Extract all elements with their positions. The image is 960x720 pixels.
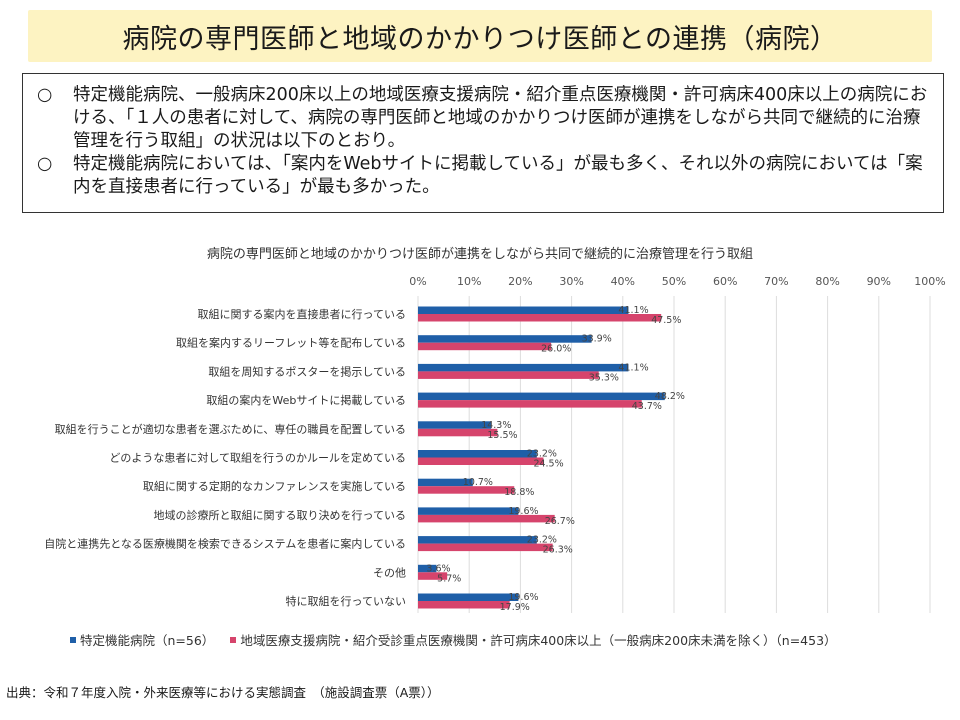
data-label-series-2: 18.8% bbox=[504, 487, 534, 498]
legend-swatch-series-1 bbox=[70, 636, 76, 643]
x-tick-label: 50% bbox=[662, 275, 686, 288]
bar-series-1 bbox=[418, 478, 473, 487]
x-tick-label: 40% bbox=[611, 275, 635, 288]
x-tick-label: 90% bbox=[867, 275, 891, 288]
data-label-series-2: 26.3% bbox=[543, 545, 573, 556]
legend-item-series-1: 特定機能病院（n=56） bbox=[70, 630, 214, 649]
x-tick-label: 30% bbox=[559, 275, 583, 288]
bar-series-1 bbox=[418, 306, 629, 314]
x-tick-label: 60% bbox=[713, 275, 737, 288]
data-label-series-1: 19.6% bbox=[508, 592, 538, 603]
source-note: 出典：令和７年度入院・外来医療等における実態調査 （施設調査票（A票）） bbox=[6, 685, 440, 700]
bar-series-1 bbox=[418, 335, 592, 343]
category-label: 取組を行うことが適切な患者を選ぶために、専任の職員を配置している bbox=[55, 422, 406, 436]
data-label-series-2: 26.0% bbox=[541, 344, 571, 355]
category-label: 取組の案内をWebサイトに掲載している bbox=[206, 393, 406, 407]
data-label-series-1: 41.1% bbox=[618, 362, 648, 373]
x-tick-label: 20% bbox=[508, 275, 532, 288]
title-banner: 病院の専門医師と地域のかかりつけ医師との連携（病院） bbox=[28, 10, 932, 62]
category-label: 取組を周知するポスターを掲示している bbox=[208, 364, 406, 378]
category-label: 取組に関する案内を直接患者に行っている bbox=[198, 307, 406, 321]
category-label: どのような患者に対して取組を行うのかルールを定めている bbox=[109, 451, 406, 465]
legend-swatch-series-2 bbox=[230, 636, 237, 643]
summary-bullet-2: ○ 特定機能病院においては、「案内をWebサイトに掲載している」が最も多く、それ… bbox=[37, 153, 929, 199]
data-label-series-1: 3.6% bbox=[426, 563, 450, 574]
data-label-series-2: 47.5% bbox=[651, 315, 681, 326]
data-label-series-2: 43.7% bbox=[632, 401, 662, 412]
x-tick-label: 70% bbox=[764, 275, 788, 288]
bar-series-2 bbox=[418, 514, 555, 523]
bar-series-2 bbox=[418, 428, 498, 437]
x-tick-label: 10% bbox=[457, 275, 481, 288]
chart-title: 病院の専門医師と地域のかかりつけ医師が連携をしながら共同で継続的に治療管理を行う… bbox=[206, 247, 754, 262]
page-title: 病院の専門医師と地域のかかりつけ医師との連携（病院） bbox=[122, 23, 838, 55]
bar-series-1 bbox=[418, 564, 437, 573]
bar-series-1 bbox=[418, 507, 519, 515]
bar-series-1 bbox=[418, 450, 537, 458]
bar-series-1 bbox=[418, 536, 537, 544]
legend-label-series-2: 地域医療支援病院・紹介受診重点医療機関・許可病床400床以上（一般病床200床未… bbox=[240, 633, 837, 648]
data-label-series-1: 41.1% bbox=[618, 305, 648, 316]
chart-legend: 特定機能病院（n=56） 地域医療支援病院・紹介受診重点医療機関・許可病床400… bbox=[70, 630, 837, 649]
category-label: 地域の診療所と取組に関する取り決めを行っている bbox=[154, 508, 406, 522]
bar-chart: 0% 10% 20% 30% 40% 50% 60% 70% 80% 90% 100% 取組に関する案… bbox=[44, 275, 946, 613]
bar-series-2 bbox=[418, 400, 642, 408]
x-tick-label: 100% bbox=[914, 275, 945, 288]
summary-bullet-1: ○ 特定機能病院、一般病床200床以上の地域医療支援病院・紹介重点医療機関・許可… bbox=[37, 84, 929, 153]
category-label: 自院と連携先となる医療機関を検索できるシステムを患者に案内している bbox=[44, 537, 406, 551]
bar-series-2 bbox=[418, 486, 515, 494]
bullet-mark: ○ bbox=[37, 154, 53, 174]
data-label-series-2: 5.7% bbox=[437, 573, 461, 584]
bar-series-1 bbox=[418, 421, 492, 429]
data-label-series-1: 48.2% bbox=[655, 391, 685, 402]
legend-label-series-1: 特定機能病院（n=56） bbox=[80, 633, 215, 648]
data-label-series-1: 33.9% bbox=[582, 334, 612, 345]
data-label-series-2: 26.7% bbox=[545, 516, 575, 527]
data-label-series-2: 24.5% bbox=[533, 459, 563, 470]
bar-series-2 bbox=[418, 601, 510, 609]
legend-item-series-2: 地域医療支援病院・紹介受診重点医療機関・許可病床400床以上（一般病床200床未… bbox=[230, 630, 837, 649]
category-label: 取組を案内するリーフレット等を配布している bbox=[176, 336, 406, 350]
data-label-series-1: 19.6% bbox=[508, 506, 538, 517]
bar-series-1 bbox=[418, 363, 629, 372]
data-label-series-2: 15.5% bbox=[487, 430, 517, 441]
data-label-series-1: 23.2% bbox=[527, 535, 557, 546]
summary-text: 特定機能病院においては、「案内をWebサイトに掲載している」が最も多く、それ以外… bbox=[73, 154, 923, 197]
category-label: 取組に関する定期的なカンファレンスを実施している bbox=[143, 479, 406, 493]
bar-series-1 bbox=[418, 593, 519, 601]
bar-series-2 bbox=[418, 314, 662, 322]
data-label-series-1: 23.2% bbox=[527, 449, 557, 460]
data-label-series-2: 17.9% bbox=[500, 602, 530, 613]
data-label-series-2: 35.3% bbox=[589, 372, 619, 383]
bullet-mark: ○ bbox=[37, 85, 53, 105]
bar-series-2 bbox=[418, 543, 553, 552]
x-tick-label: 0% bbox=[409, 275, 426, 288]
category-label: その他 bbox=[373, 566, 406, 579]
bar-series-2 bbox=[418, 342, 552, 351]
category-label: 特に取組を行っていない bbox=[286, 594, 406, 608]
bar-series-2 bbox=[418, 457, 544, 465]
bar-series-2 bbox=[418, 371, 599, 379]
bar-series-1 bbox=[418, 392, 665, 401]
x-tick-label: 80% bbox=[815, 275, 839, 288]
data-label-series-1: 14.3% bbox=[481, 420, 511, 431]
summary-text: 特定機能病院、一般病床200床以上の地域医療支援病院・紹介重点医療機関・許可病床… bbox=[73, 85, 928, 151]
summary-box: ○ 特定機能病院、一般病床200床以上の地域医療支援病院・紹介重点医療機関・許可… bbox=[22, 73, 944, 213]
bar-series-2 bbox=[418, 572, 448, 580]
data-label-series-1: 10.7% bbox=[463, 477, 493, 488]
